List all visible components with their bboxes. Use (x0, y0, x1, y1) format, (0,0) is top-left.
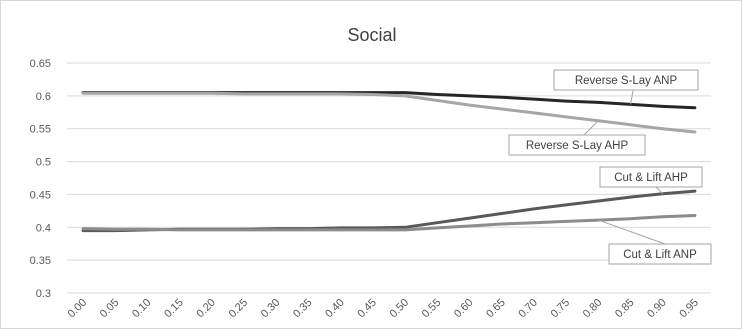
callout-box (553, 69, 699, 91)
x-tick-label: 0.10 (130, 297, 154, 321)
x-tick-label: 0.05 (98, 297, 122, 321)
x-tick-label: 0.45 (355, 297, 379, 321)
series-callouts: Reverse S-Lay ANP Reverse S-Lay AHP Cut & … (508, 69, 712, 265)
x-tick-label: 0.90 (645, 297, 669, 321)
y-tick-label: 0.4 (36, 222, 51, 234)
y-tick-label: 0.3 (36, 288, 51, 300)
y-tick-label: 0.5 (36, 157, 51, 169)
x-tick-label: 0.25 (227, 297, 251, 321)
x-tick-label: 0.65 (484, 297, 508, 321)
x-axis-ticks: 0.00 0.05 0.10 0.15 0.20 0.25 0.30 0.35 0.40 0.45… (66, 297, 701, 321)
series-lines (81, 91, 697, 233)
y-tick-label: 0.45 (30, 189, 51, 201)
chart-title: Social (347, 25, 396, 45)
x-tick-label: 0.95 (677, 297, 701, 321)
callout-leader (630, 89, 634, 105)
callout-box (599, 166, 703, 188)
x-tick-label: 0.40 (323, 297, 347, 321)
series-line (81, 189, 697, 233)
x-tick-label: 0.80 (581, 297, 605, 321)
x-tick-label: 0.50 (388, 297, 412, 321)
y-tick-label: 0.6 (36, 91, 51, 103)
series-label: Reverse S-Lay AHP (526, 140, 629, 152)
x-tick-label: 0.35 (291, 297, 315, 321)
x-tick-label: 0.00 (66, 297, 90, 321)
x-tick-label: 0.20 (194, 297, 218, 321)
x-tick-label: 0.15 (162, 297, 186, 321)
series-line (81, 91, 697, 134)
x-tick-label: 0.75 (549, 297, 573, 321)
series-label: Reverse S-Lay ANP (575, 75, 678, 87)
callout-box (608, 243, 712, 265)
y-tick-label: 0.55 (30, 124, 51, 136)
callout-leader (655, 186, 664, 195)
callout-box (508, 134, 646, 156)
callout-leader (598, 219, 666, 245)
series-label: Cut & Lift AHP (614, 172, 688, 184)
y-axis-ticks: 0.3 0.35 0.4 0.45 0.5 0.55 0.6 0.65 (30, 58, 51, 300)
x-tick-label: 0.30 (259, 297, 283, 321)
series-line (81, 214, 697, 232)
series-label: Cut & Lift ANP (623, 249, 697, 261)
x-tick-label: 0.85 (613, 297, 637, 321)
y-tick-label: 0.65 (30, 58, 51, 70)
x-tick-label: 0.60 (452, 297, 476, 321)
y-tick-label: 0.35 (30, 255, 51, 267)
callout-leader (583, 120, 599, 136)
x-tick-label: 0.55 (420, 297, 444, 321)
x-tick-label: 0.70 (516, 297, 540, 321)
